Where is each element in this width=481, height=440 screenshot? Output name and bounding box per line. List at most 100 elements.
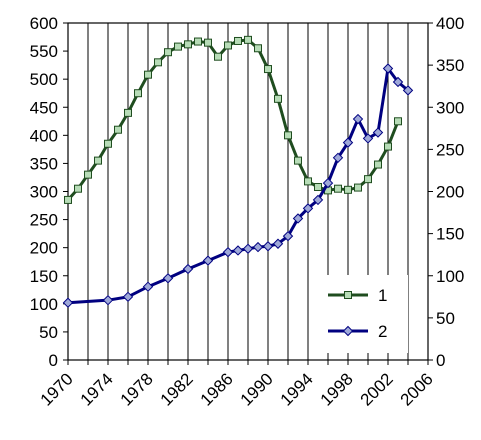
series-1-point <box>274 94 282 103</box>
x-tick-label: 1978 <box>117 369 157 409</box>
x-tick-label: 1970 <box>37 369 77 409</box>
series-1-point <box>184 40 192 49</box>
series-2-point <box>302 203 314 214</box>
series-1-point <box>364 175 372 184</box>
legend-label: 1 <box>378 286 387 305</box>
series-1-point <box>204 38 212 47</box>
series-2-point <box>362 133 374 144</box>
series-2-point <box>142 281 154 292</box>
series-1-point <box>164 48 172 57</box>
series-1-point <box>334 184 342 193</box>
series-2-point <box>342 137 354 148</box>
series-2-point <box>282 230 294 242</box>
x-tick-label: 1986 <box>197 369 237 409</box>
legend-box <box>320 275 408 353</box>
series-1-point <box>344 185 352 194</box>
series-2-point <box>402 85 414 96</box>
axes <box>63 22 433 365</box>
series-2-point <box>262 241 274 252</box>
x-tick-label: 1990 <box>237 369 277 409</box>
series-2-point <box>232 245 244 256</box>
series-1-point <box>224 41 232 50</box>
series-1-point <box>374 160 382 169</box>
series-2-point <box>62 297 74 308</box>
y2-tick-label: 0 <box>436 351 445 370</box>
x-tick-label: 1982 <box>157 369 197 409</box>
series-2-point <box>312 194 324 206</box>
y-tick-label: 250 <box>30 211 58 230</box>
series-1-point <box>124 108 132 117</box>
series-1-point <box>64 195 72 204</box>
x-tick-label: 1974 <box>77 369 117 409</box>
y2-tick-label: 100 <box>436 267 464 286</box>
y-tick-label: 100 <box>30 295 58 314</box>
series-2-point <box>382 63 394 74</box>
series-2-point <box>202 255 214 266</box>
series-1-point <box>174 42 182 51</box>
legend-swatch-marker <box>342 325 354 337</box>
series-1-point <box>254 44 262 53</box>
series-1-point <box>304 177 312 186</box>
series-1-point <box>394 117 402 126</box>
x-tick-label: 1994 <box>277 369 317 409</box>
series-1-point <box>244 35 252 44</box>
legend: 12 <box>320 275 408 353</box>
y-tick-label: 0 <box>49 351 58 370</box>
series-1-point <box>234 36 242 45</box>
series-1-point <box>384 142 392 151</box>
y-tick-label: 450 <box>30 98 58 117</box>
y-tick-label: 350 <box>30 154 58 173</box>
series-1-point <box>144 70 152 79</box>
y-tick-label: 400 <box>30 126 58 145</box>
y-tick-label: 500 <box>30 70 58 89</box>
series-1-point <box>114 125 122 134</box>
data-series <box>62 35 414 308</box>
series-1-point <box>134 89 142 98</box>
series-1-point <box>354 183 362 192</box>
series-2-point <box>162 273 174 284</box>
series-2-point <box>252 241 264 253</box>
x-tick-label: 1998 <box>317 369 357 409</box>
series-1-point <box>84 170 92 179</box>
y-tick-label: 600 <box>30 14 58 33</box>
series-1-point <box>294 156 302 165</box>
series-1-point <box>104 139 112 148</box>
series-1-point <box>74 184 82 193</box>
series-2-point <box>332 152 344 164</box>
series-1-point <box>94 156 102 165</box>
y2-tick-label: 300 <box>436 98 464 117</box>
series-1-point <box>264 65 272 74</box>
y-tick-label: 200 <box>30 239 58 258</box>
series-2-point <box>222 246 234 258</box>
series-2-point <box>292 213 304 224</box>
y2-tick-label: 200 <box>436 183 464 202</box>
y-tick-label: 150 <box>30 267 58 286</box>
series-2-point <box>122 291 134 303</box>
series-1-point <box>154 58 162 67</box>
series-2-point <box>182 263 194 275</box>
y2-tick-label: 400 <box>436 14 464 33</box>
y-tick-label: 550 <box>30 42 58 61</box>
series-1-point <box>314 183 322 192</box>
series-1-point <box>284 131 292 140</box>
series-1-point <box>214 52 222 61</box>
y2-tick-label: 50 <box>436 309 455 328</box>
y-tick-label: 300 <box>30 183 58 202</box>
series-2-point <box>102 294 114 306</box>
series-2-point <box>242 243 254 254</box>
series-1-point <box>194 37 202 46</box>
legend-swatch-marker <box>344 291 352 299</box>
series-2-point <box>392 76 404 88</box>
series-2-point <box>272 238 284 249</box>
y2-tick-label: 350 <box>436 56 464 75</box>
series-2-point <box>372 127 384 138</box>
y-tick-label: 50 <box>39 323 58 342</box>
series-2-point <box>322 177 334 189</box>
y2-tick-label: 250 <box>436 140 464 159</box>
series-2-point <box>352 113 364 125</box>
x-tick-label: 2006 <box>397 369 437 409</box>
legend-label: 2 <box>378 322 387 341</box>
x-tick-label: 2002 <box>357 369 397 409</box>
